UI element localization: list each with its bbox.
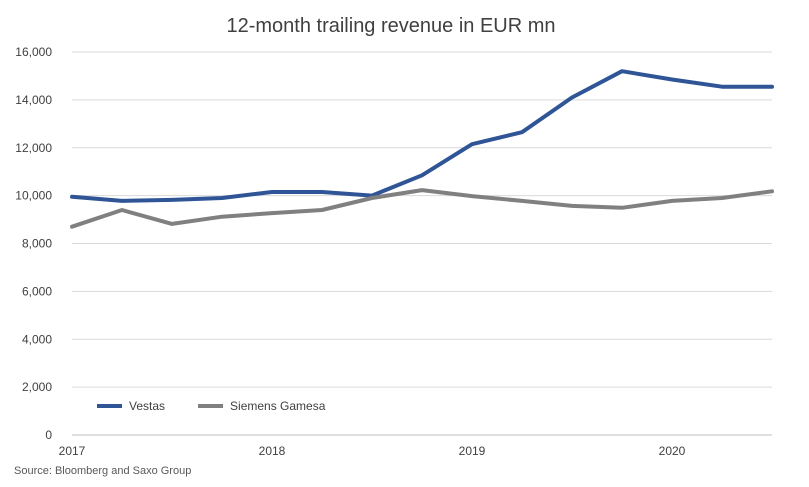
legend: Vestas Siemens Gamesa: [97, 399, 326, 413]
x-tick-label: 2018: [259, 444, 286, 458]
x-tick-label: 2020: [659, 444, 686, 458]
x-tick-label: 2017: [59, 444, 86, 458]
y-tick-label: 16,000: [15, 45, 52, 59]
y-tick-label: 14,000: [15, 93, 52, 107]
y-tick-label: 12,000: [15, 141, 52, 155]
gridlines: [72, 51, 772, 388]
y-tick-label: 10,000: [15, 189, 52, 203]
y-tick-label: 6,000: [22, 284, 52, 298]
y-tick-label: 2,000: [22, 380, 52, 394]
legend-label: Vestas: [129, 399, 165, 413]
x-tick-label: 2019: [459, 444, 486, 458]
series-lines: [70, 69, 774, 229]
axes: 0 2,000 4,000 6,000 8,000 10,000 12,000 14,000 1…: [15, 45, 772, 458]
source-note: Source: Bloomberg and Saxo Group: [14, 465, 192, 477]
y-tick-label: 4,000: [22, 332, 52, 346]
series-line-vestas: [70, 69, 774, 203]
legend-label: Siemens Gamesa: [230, 399, 326, 413]
chart-title: 12-month trailing revenue in EUR mn: [226, 15, 555, 37]
y-tick-label: 8,000: [22, 237, 52, 251]
y-tick-label: 0: [45, 428, 52, 442]
series-line-siemens-gamesa: [70, 188, 774, 229]
